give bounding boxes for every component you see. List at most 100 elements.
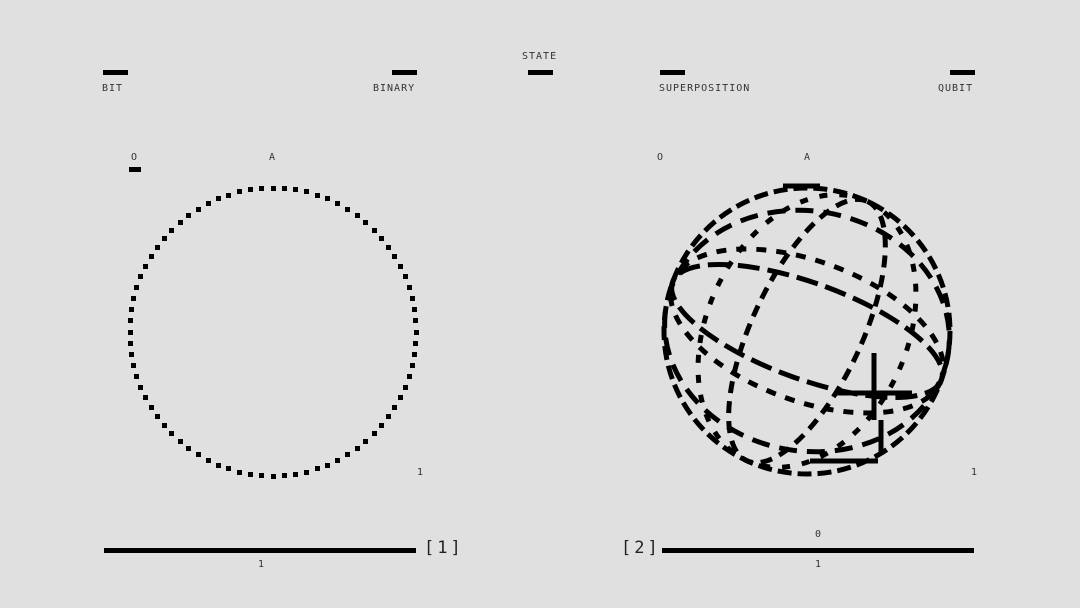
right-baseline bbox=[662, 548, 974, 553]
circle-dot bbox=[304, 189, 309, 194]
circle-dot bbox=[162, 423, 167, 428]
circle-dot bbox=[128, 330, 133, 335]
circle-dot bbox=[282, 473, 287, 478]
right-index: [2] bbox=[621, 538, 661, 558]
bit-label: BIT bbox=[102, 83, 124, 94]
circle-dot bbox=[131, 296, 136, 301]
right-axis-o: O bbox=[657, 152, 665, 163]
circle-dot bbox=[345, 207, 350, 212]
right-bottom-label: 1 bbox=[815, 559, 823, 570]
circle-dot bbox=[345, 452, 350, 457]
circle-dot bbox=[226, 466, 231, 471]
circle-dot bbox=[196, 207, 201, 212]
left-axis-o: O bbox=[131, 152, 139, 163]
sphere-wire bbox=[662, 207, 952, 455]
left-o-marker bbox=[129, 167, 141, 172]
right-axis-1: 1 bbox=[971, 467, 979, 478]
circle-dot bbox=[412, 352, 417, 357]
circle-dot bbox=[186, 213, 191, 218]
circle-dot bbox=[149, 405, 154, 410]
circle-dot bbox=[325, 463, 330, 468]
circle-dot bbox=[407, 374, 412, 379]
circle-dot bbox=[138, 274, 143, 279]
circle-dot bbox=[186, 446, 191, 451]
left-baseline bbox=[104, 548, 416, 553]
circle-dot bbox=[178, 439, 183, 444]
circle-dot bbox=[206, 201, 211, 206]
circle-dot bbox=[259, 473, 264, 478]
circle-dot bbox=[372, 431, 377, 436]
bit-marker bbox=[103, 70, 128, 75]
circle-dot bbox=[248, 472, 253, 477]
state-label: STATE bbox=[522, 51, 558, 62]
superposition-marker bbox=[660, 70, 685, 75]
circle-dot bbox=[407, 285, 412, 290]
circle-dot bbox=[196, 452, 201, 457]
circle-dot bbox=[128, 318, 133, 323]
circle-dot bbox=[216, 463, 221, 468]
binary-label: BINARY bbox=[373, 83, 416, 94]
circle-dot bbox=[379, 236, 384, 241]
circle-dot bbox=[128, 341, 133, 346]
circle-dot bbox=[293, 472, 298, 477]
circle-dot bbox=[143, 264, 148, 269]
right-top-label: 0 bbox=[815, 529, 823, 540]
circle-dot bbox=[155, 245, 160, 250]
circle-dot bbox=[403, 274, 408, 279]
circle-dot bbox=[386, 414, 391, 419]
circle-dot bbox=[363, 439, 368, 444]
circle-dot bbox=[335, 458, 340, 463]
circle-dot bbox=[169, 228, 174, 233]
circle-dot bbox=[398, 264, 403, 269]
circle-dot bbox=[315, 193, 320, 198]
circle-dot bbox=[216, 196, 221, 201]
circle-dot bbox=[398, 395, 403, 400]
binary-marker bbox=[392, 70, 417, 75]
circle-dot bbox=[335, 201, 340, 206]
left-bottom-label: 1 bbox=[258, 559, 266, 570]
circle-dot bbox=[412, 307, 417, 312]
circle-dot bbox=[134, 285, 139, 290]
circle-dot bbox=[259, 186, 264, 191]
qubit-marker bbox=[950, 70, 975, 75]
circle-dot bbox=[155, 414, 160, 419]
circle-dot bbox=[403, 385, 408, 390]
circle-dot bbox=[413, 318, 418, 323]
circle-dot bbox=[143, 395, 148, 400]
circle-dot bbox=[129, 307, 134, 312]
circle-dot bbox=[282, 186, 287, 191]
circle-dot bbox=[372, 228, 377, 233]
circle-dot bbox=[414, 330, 419, 335]
circle-dot bbox=[293, 187, 298, 192]
circle-dot bbox=[271, 474, 276, 479]
left-index: [1] bbox=[424, 538, 464, 558]
dotted-circle bbox=[128, 186, 419, 479]
sphere-wire bbox=[668, 246, 946, 416]
left-axis-a: A bbox=[269, 152, 277, 163]
circle-dot bbox=[169, 431, 174, 436]
circle-dot bbox=[206, 458, 211, 463]
qubit-label: QUBIT bbox=[938, 83, 974, 94]
circle-dot bbox=[392, 254, 397, 259]
circle-dot bbox=[237, 189, 242, 194]
circle-dot bbox=[248, 187, 253, 192]
circle-dot bbox=[178, 220, 183, 225]
circle-dot bbox=[131, 363, 136, 368]
circle-dot bbox=[363, 220, 368, 225]
right-axis-a: A bbox=[804, 152, 812, 163]
circle-dot bbox=[379, 423, 384, 428]
circle-dot bbox=[149, 254, 154, 259]
circle-dot bbox=[129, 352, 134, 357]
superposition-label: SUPERPOSITION bbox=[659, 83, 751, 94]
wireframe-sphere bbox=[661, 183, 953, 477]
circle-dot bbox=[237, 470, 242, 475]
left-axis-1: 1 bbox=[417, 467, 425, 478]
circle-dot bbox=[355, 213, 360, 218]
circle-dot bbox=[304, 470, 309, 475]
circle-dot bbox=[226, 193, 231, 198]
circle-dot bbox=[162, 236, 167, 241]
circle-dot bbox=[315, 466, 320, 471]
circle-dot bbox=[271, 186, 276, 191]
circle-dot bbox=[413, 341, 418, 346]
